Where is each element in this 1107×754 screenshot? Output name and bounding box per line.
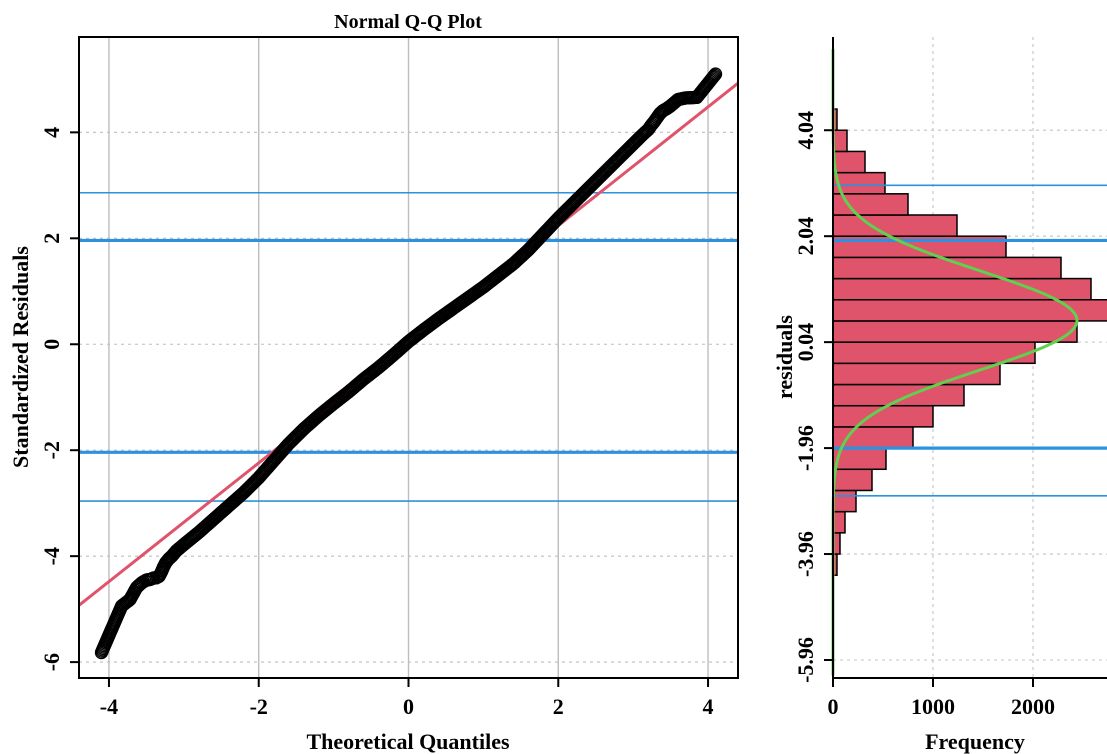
qq-point (123, 592, 137, 607)
histogram-bar (832, 468, 873, 492)
histogram-y-tick-label: -5.96 (793, 637, 818, 683)
qq-point (706, 70, 720, 85)
histogram-bar (832, 510, 846, 534)
qq-point (653, 106, 667, 120)
qq-point (282, 437, 296, 451)
qq-point (252, 471, 266, 485)
qq-point (707, 69, 721, 84)
histogram-bar (832, 150, 866, 174)
histogram-x-axis-title: Frequency (925, 729, 1025, 754)
histogram-x-tick-label: 0 (828, 694, 839, 719)
histogram-y-tick-label: 0.04 (793, 323, 818, 362)
qq-point (633, 129, 648, 144)
qq-y-tick-label: 2 (39, 233, 64, 244)
qq-point (267, 454, 281, 468)
qq-reference-hlines (79, 191, 738, 502)
histogram-bar (832, 426, 914, 449)
qq-point (401, 334, 416, 349)
qq-y-tick-label: -6 (39, 653, 64, 671)
qq-point (626, 137, 640, 151)
histogram-bar (832, 320, 1078, 343)
histogram-bar (832, 214, 958, 237)
histogram-bar (832, 489, 857, 513)
qq-point (536, 227, 550, 241)
histogram-y-axis: -5.96 -3.96 -1.96 0.04 2.04 4.04 (793, 111, 833, 683)
qq-point (177, 537, 191, 552)
qq-x-axis-title: Theoretical Quantiles (306, 729, 510, 754)
residual-histogram-panel: 0 1000 2000 -5.96 -3.96 -1.96 0.04 2.04 4.04 Fr… (772, 37, 1107, 754)
qq-point (386, 348, 401, 362)
histogram-bar (832, 299, 1107, 322)
qq-point (207, 512, 221, 526)
qq-plot-panel: Normal Q-Q Plot -4 -2 0 2 4 -6 -4 -2 0 2 4 Theore… (8, 11, 739, 754)
qq-point (115, 599, 129, 613)
qq-point (660, 101, 674, 116)
qq-point (521, 243, 535, 257)
qq-x-tick-label: 4 (703, 694, 714, 719)
qq-y-axis: -6 -4 -2 0 2 4 (39, 127, 79, 671)
histogram-bars (832, 108, 1107, 576)
qq-point (341, 385, 356, 399)
qq-y-tick-label: -2 (39, 441, 64, 459)
qq-y-tick-label: -4 (39, 547, 64, 565)
qq-point (311, 409, 326, 423)
qq-x-axis: -4 -2 0 2 4 (100, 678, 714, 719)
qq-point (222, 499, 236, 513)
histogram-axis-lines (832, 37, 1107, 679)
histogram-y-tick-label: -3.96 (793, 531, 818, 577)
histogram-bar (832, 383, 965, 407)
qq-x-tick-label: 0 (403, 694, 414, 719)
qq-point (690, 90, 704, 105)
qq-y-axis-title: Standardized Residuals (8, 246, 33, 468)
qq-point (326, 396, 341, 411)
qq-point (596, 167, 610, 181)
qq-point (297, 422, 311, 436)
qq-x-tick-label: 2 (553, 694, 564, 719)
qq-point (356, 372, 371, 386)
histogram-y-tick-label: -1.96 (793, 425, 818, 471)
qq-point (705, 72, 719, 86)
histogram-x-tick-label: 2000 (1011, 694, 1055, 719)
qq-point (237, 485, 251, 500)
histogram-y-axis-title: residuals (772, 315, 797, 399)
histogram-x-tick-label: 1000 (911, 694, 955, 719)
qq-point (551, 211, 565, 225)
histogram-reference-hlines (833, 184, 1107, 497)
histogram-bar (832, 129, 848, 153)
qq-y-tick-label: 0 (39, 339, 64, 350)
histogram-y-tick-label: 4.04 (793, 111, 818, 150)
qq-point (446, 301, 461, 315)
qq-x-tick-label: -4 (100, 694, 118, 719)
histogram-x-axis: 0 1000 2000 (828, 678, 1055, 719)
qq-point (707, 68, 722, 82)
qq-x-tick-label: -2 (250, 694, 268, 719)
qq-point (476, 280, 491, 294)
qq-point (461, 290, 476, 305)
qq-point (192, 525, 206, 539)
qq-point (506, 257, 520, 271)
qq-point (94, 645, 109, 660)
qq-point (678, 91, 693, 105)
qq-point (581, 181, 595, 196)
qq-point (566, 196, 580, 210)
qq-point (416, 323, 431, 337)
qq-point (611, 152, 625, 166)
qq-y-tick-label: 4 (39, 127, 64, 138)
qq-point (371, 360, 386, 375)
qq-point (491, 268, 506, 283)
qq-point (671, 92, 685, 107)
histogram-grid (833, 37, 1107, 678)
qq-point (162, 552, 176, 566)
qq-plot-title: Normal Q-Q Plot (334, 11, 482, 33)
qq-point (708, 67, 723, 81)
qq-point (431, 312, 446, 326)
qq-points (94, 67, 723, 660)
histogram-bar (832, 362, 1001, 386)
histogram-y-tick-label: 2.04 (793, 217, 818, 256)
